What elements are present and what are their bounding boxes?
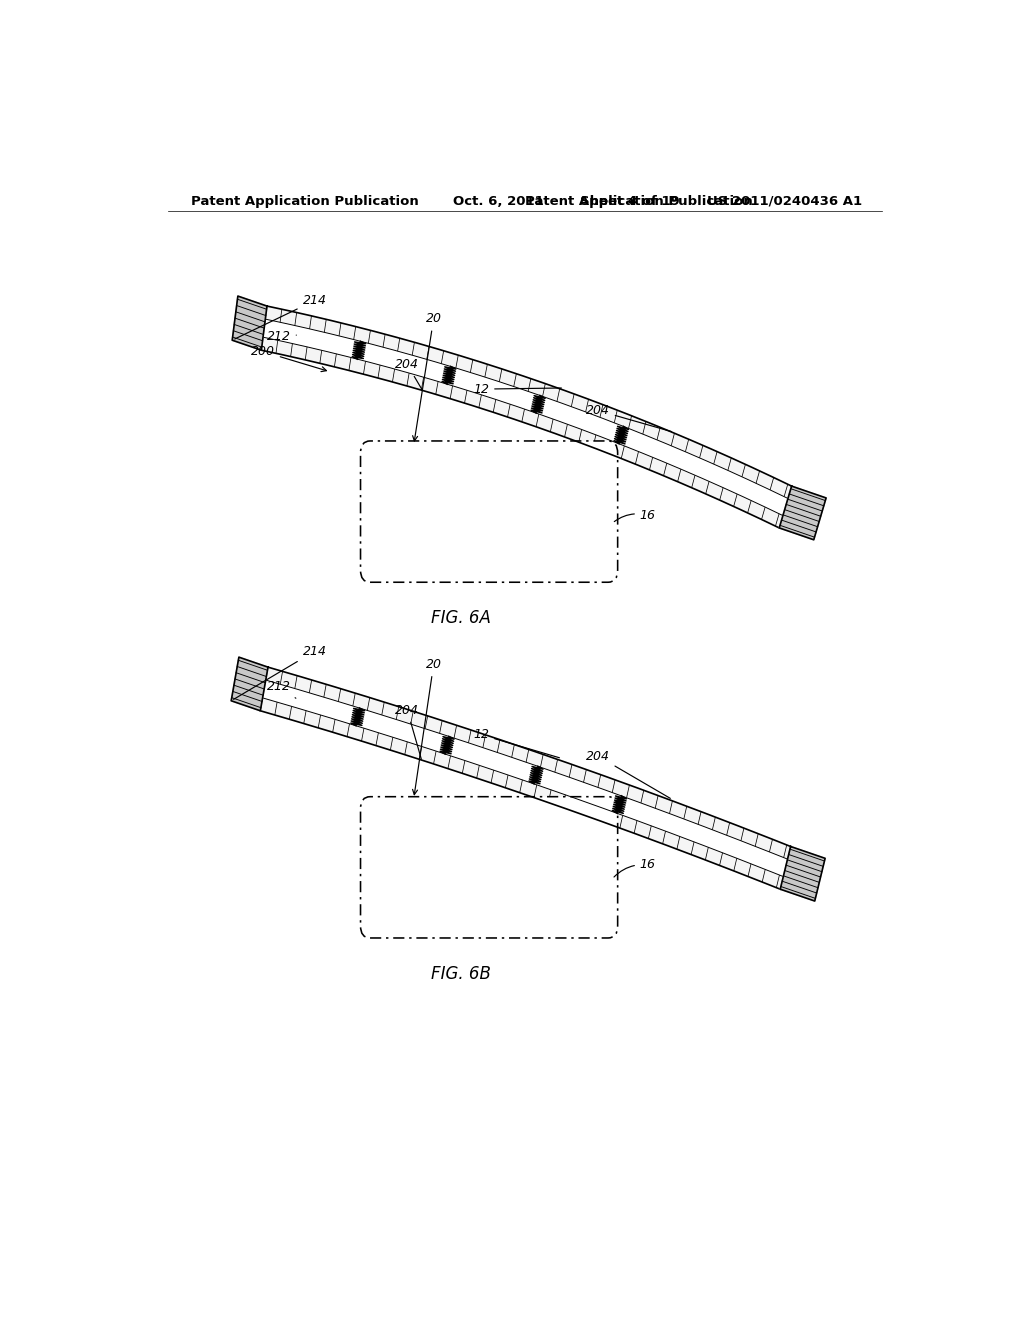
Text: 200: 200 [251, 345, 327, 372]
Text: 20: 20 [413, 659, 441, 795]
Polygon shape [262, 680, 787, 876]
Polygon shape [231, 657, 268, 710]
Text: 204: 204 [586, 404, 672, 432]
Text: Oct. 6, 2011: Oct. 6, 2011 [454, 194, 544, 207]
Text: 214: 214 [234, 294, 327, 339]
Text: 204: 204 [395, 358, 423, 391]
Text: Sheet 4 of 19: Sheet 4 of 19 [581, 194, 680, 207]
Text: US 2011/0240436 A1: US 2011/0240436 A1 [708, 194, 862, 207]
FancyBboxPatch shape [360, 797, 617, 939]
Text: Patent Application Publication: Patent Application Publication [524, 194, 753, 207]
Text: 212: 212 [266, 680, 296, 698]
Polygon shape [263, 319, 787, 516]
Text: 20: 20 [413, 313, 441, 441]
Text: 16: 16 [614, 508, 656, 521]
Text: 16: 16 [614, 858, 656, 876]
Polygon shape [261, 306, 792, 528]
Polygon shape [779, 486, 826, 540]
Text: Patent Application Publication: Patent Application Publication [191, 194, 419, 207]
Text: 214: 214 [233, 645, 327, 700]
FancyBboxPatch shape [360, 441, 617, 582]
Text: 12: 12 [473, 383, 561, 396]
Text: 212: 212 [266, 330, 296, 343]
Text: FIG. 6B: FIG. 6B [431, 965, 492, 982]
Text: 204: 204 [395, 704, 421, 759]
Text: 12: 12 [473, 729, 559, 758]
Polygon shape [232, 296, 267, 350]
Text: 204: 204 [586, 750, 671, 799]
Polygon shape [780, 846, 825, 902]
Polygon shape [260, 667, 791, 890]
Text: FIG. 6A: FIG. 6A [431, 609, 492, 627]
